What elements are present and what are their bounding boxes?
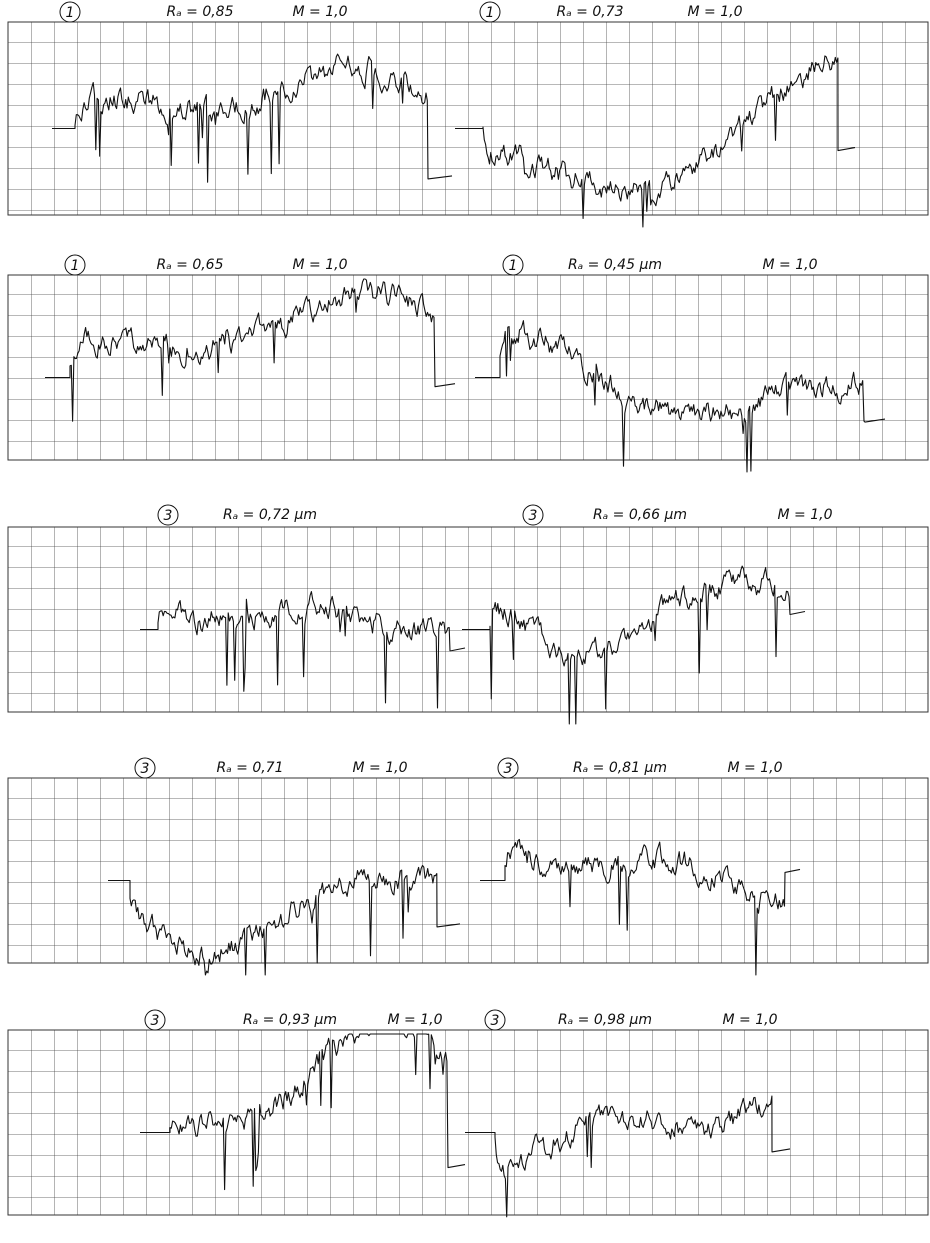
roughness-label: Rₐ = 0,85 [166, 4, 233, 20]
sample-number: 3 [141, 761, 150, 777]
profile-strip: 1 Rₐ = 0,85 M = 1,0 1 Rₐ = 0,73 M = 1,0 [8, 2, 928, 227]
magnification-label: M = 1,0 [353, 760, 408, 776]
roughness-label: Rₐ = 0,98 μm [558, 1012, 652, 1028]
grid-paper [8, 1030, 928, 1215]
grid-paper [8, 22, 928, 215]
figure: 1 Rₐ = 0,85 M = 1,0 1 Rₐ = 0,73 M = 1,0 1 Rₐ = … [0, 0, 930, 1243]
magnification-label: M = 1,0 [293, 257, 348, 273]
sample-number: 3 [504, 761, 513, 777]
sample-number: 1 [66, 5, 75, 21]
profile-strip: 3 Rₐ = 0,93 μm M = 1,0 3 Rₐ = 0,98 μm M = 1,0 [8, 1010, 928, 1217]
profile-strip: 3 Rₐ = 0,71 M = 1,0 3 Rₐ = 0,81 μm M = 1,0 [8, 758, 928, 975]
roughness-label: Rₐ = 0,45 μm [568, 257, 662, 273]
roughness-label: Rₐ = 0,71 [216, 760, 283, 776]
roughness-label: Rₐ = 0,66 μm [593, 507, 687, 523]
magnification-label: M = 1,0 [723, 1012, 778, 1028]
roughness-label: Rₐ = 0,93 μm [243, 1012, 337, 1028]
sample-number: 3 [529, 508, 538, 524]
profile-strip: 3 Rₐ = 0,72 μm 3 Rₐ = 0,66 μm M = 1,0 [8, 505, 928, 724]
roughness-label: Rₐ = 0,65 [156, 257, 223, 273]
sample-number: 1 [486, 5, 495, 21]
magnification-label: M = 1,0 [778, 507, 833, 523]
grid-paper [8, 275, 928, 460]
magnification-label: M = 1,0 [293, 4, 348, 20]
sample-number: 1 [509, 258, 518, 274]
sample-number: 1 [71, 258, 80, 274]
magnification-label: M = 1,0 [388, 1012, 443, 1028]
grid-paper [8, 527, 928, 712]
magnification-label: M = 1,0 [688, 4, 743, 20]
profile-strip: 1 Rₐ = 0,65 M = 1,0 1 Rₐ = 0,45 μm M = 1,0 [8, 255, 928, 472]
roughness-label: Rₐ = 0,72 μm [223, 507, 317, 523]
grid-paper [8, 778, 928, 963]
roughness-label: Rₐ = 0,73 [556, 4, 623, 20]
sample-number: 3 [151, 1013, 160, 1029]
sample-number: 3 [491, 1013, 500, 1029]
sample-number: 3 [164, 508, 173, 524]
magnification-label: M = 1,0 [728, 760, 783, 776]
magnification-label: M = 1,0 [763, 257, 818, 273]
roughness-label: Rₐ = 0,81 μm [573, 760, 667, 776]
